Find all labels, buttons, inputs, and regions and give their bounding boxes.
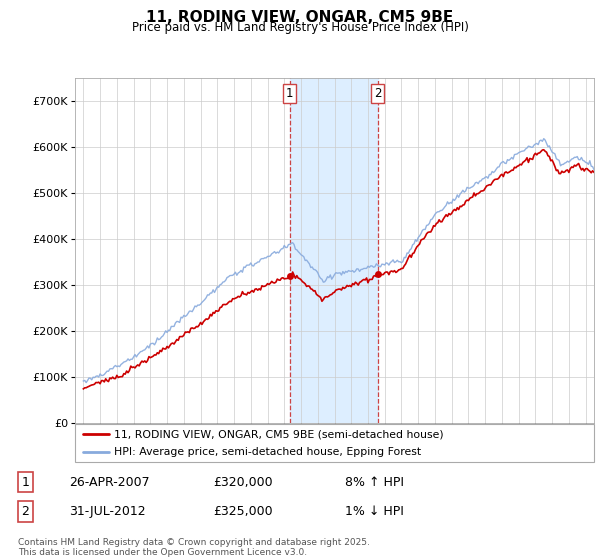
Text: Price paid vs. HM Land Registry's House Price Index (HPI): Price paid vs. HM Land Registry's House … [131, 21, 469, 34]
Text: 8% ↑ HPI: 8% ↑ HPI [345, 475, 404, 489]
Text: £325,000: £325,000 [213, 505, 272, 518]
Text: HPI: Average price, semi-detached house, Epping Forest: HPI: Average price, semi-detached house,… [114, 447, 421, 457]
Text: £320,000: £320,000 [213, 475, 272, 489]
Bar [290, 78, 377, 423]
Text: 2: 2 [374, 87, 382, 100]
Text: 26-APR-2007: 26-APR-2007 [69, 475, 149, 489]
Text: 31-JUL-2012: 31-JUL-2012 [69, 505, 146, 518]
Text: 11, RODING VIEW, ONGAR, CM5 9BE: 11, RODING VIEW, ONGAR, CM5 9BE [146, 10, 454, 25]
Text: 1: 1 [21, 475, 29, 489]
Text: 2: 2 [21, 505, 29, 518]
Text: 11, RODING VIEW, ONGAR, CM5 9BE (semi-detached house): 11, RODING VIEW, ONGAR, CM5 9BE (semi-de… [114, 429, 443, 439]
Text: 1% ↓ HPI: 1% ↓ HPI [345, 505, 404, 518]
Text: Contains HM Land Registry data © Crown copyright and database right 2025.
This d: Contains HM Land Registry data © Crown c… [18, 538, 370, 557]
Text: 1: 1 [286, 87, 293, 100]
